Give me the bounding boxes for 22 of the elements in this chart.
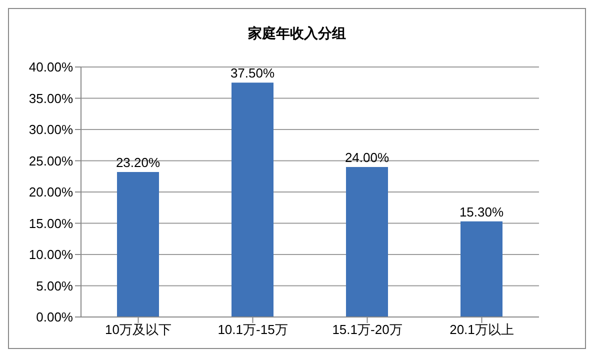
y-tick-label: 40.00% — [28, 60, 74, 75]
x-tick-label: 20.1万以上 — [450, 322, 514, 338]
y-tick-label: 10.00% — [28, 247, 74, 262]
bar — [117, 172, 159, 317]
y-tick-label: 15.00% — [28, 216, 74, 231]
data-label: 15.30% — [459, 204, 504, 220]
chart-title: 家庭年收入分组 — [247, 24, 347, 43]
y-tick-label: 30.00% — [28, 122, 74, 138]
y-tick-label: 20.00% — [28, 184, 74, 200]
bar — [232, 82, 274, 317]
bar — [346, 167, 388, 317]
bar — [460, 221, 502, 317]
x-tick-label: 10万及以下 — [105, 322, 172, 338]
y-tick-label: 25.00% — [28, 153, 74, 168]
data-label: 24.00% — [344, 150, 390, 165]
data-label: 37.50% — [230, 66, 275, 81]
y-tick-label: 5.00% — [36, 278, 74, 294]
y-tick-label: 35.00% — [28, 90, 74, 106]
y-tick-label: 0.00% — [36, 310, 74, 325]
x-tick-label: 15.1万-20万 — [332, 322, 402, 338]
x-tick-label: 10.1万-15万 — [218, 322, 288, 338]
data-label: 23.20% — [116, 155, 160, 170]
